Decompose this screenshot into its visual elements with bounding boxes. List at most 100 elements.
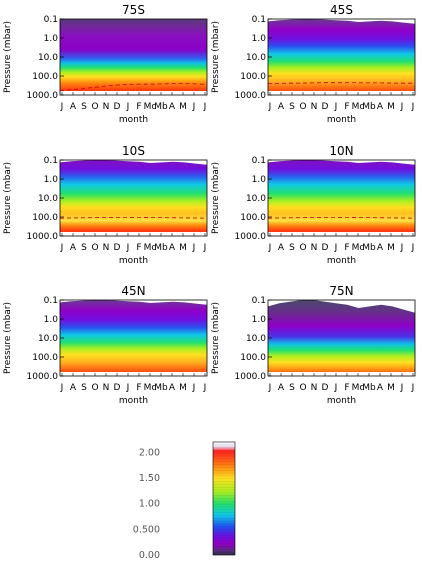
- colorbar-label: 0.00: [139, 550, 160, 561]
- tropopause-line: [267, 82, 415, 84]
- contour-field: [268, 160, 415, 236]
- panel-title: 75S: [122, 3, 145, 17]
- y-tick-label: 10.0: [38, 194, 58, 204]
- x-tick-label: J: [411, 383, 415, 393]
- x-tick-label: Mc: [144, 383, 157, 393]
- x-tick-label: S: [289, 243, 295, 253]
- x-tick-label: A: [377, 102, 384, 112]
- surface-mask: [268, 91, 415, 95]
- y-tick-label: 100.0: [240, 213, 266, 223]
- panel-10s: 10S 0.1 1.0 10.0 100.0 1000.0 Pressure (mbar) J…: [3, 144, 208, 266]
- x-tick-label: A: [278, 243, 285, 253]
- x-tick-label: A: [70, 243, 77, 253]
- x-tick-label: A: [70, 383, 77, 393]
- panel-75s: 75S 0.1 1.0 10.0 100.0 1000.0 Pressure (mbar) J…: [3, 3, 208, 125]
- x-tick-label: D: [114, 383, 121, 393]
- x-tick-label: A: [70, 102, 77, 112]
- x-tick-label: F: [136, 383, 141, 393]
- x-tick-label: J: [334, 243, 338, 253]
- contour-field: [268, 19, 415, 95]
- tropopause-line: [59, 217, 208, 219]
- y-tick-label: 0.1: [44, 296, 58, 306]
- x-tick-label: S: [289, 383, 295, 393]
- y-tick-label: 1000.0: [27, 91, 59, 101]
- x-tick-label: N: [311, 102, 318, 112]
- x-tick-label: J: [126, 102, 130, 112]
- x-tick-label: J: [268, 243, 272, 253]
- x-tick-label: O: [299, 243, 306, 253]
- panel-45s: 45S 0.1 1.0 10.0 100.0 1000.0 Pressure (mbar) J…: [211, 3, 416, 125]
- contour-field: [268, 300, 415, 376]
- y-tick-label: 1.0: [44, 315, 59, 325]
- x-tick-label: J: [192, 243, 196, 253]
- x-tick-label: Mb: [362, 102, 376, 112]
- x-tick-label: Mb: [154, 243, 168, 253]
- colorbar: 2.00 1.50 1.00 0.500 0.00: [133, 441, 236, 561]
- contour-field: [60, 160, 207, 236]
- y-tick-label: 0.1: [252, 15, 266, 25]
- x-tick-label: A: [377, 383, 384, 393]
- x-tick-label: A: [377, 243, 384, 253]
- x-tick-label: Mc: [352, 243, 365, 253]
- y-tick-label: 1000.0: [27, 232, 59, 242]
- x-tick-label: D: [114, 102, 121, 112]
- surface-mask: [60, 372, 207, 376]
- x-axis-label: month: [327, 396, 356, 406]
- x-tick-label: Mc: [144, 102, 157, 112]
- x-tick-label: F: [344, 383, 349, 393]
- x-tick-label: A: [169, 102, 176, 112]
- x-tick-label: J: [60, 243, 64, 253]
- panel-title: 10S: [122, 144, 145, 158]
- panel-title: 45N: [121, 284, 145, 298]
- x-tick-label: F: [344, 243, 349, 253]
- y-axis-label: Pressure (mbar): [3, 302, 13, 374]
- x-tick-label: J: [60, 102, 64, 112]
- surface-mask: [60, 232, 207, 236]
- x-axis-label: month: [119, 115, 148, 125]
- colorbar-label: 1.00: [139, 499, 160, 510]
- surface-mask: [268, 372, 415, 376]
- x-tick-label: M: [179, 383, 187, 393]
- x-tick-label: Mc: [352, 102, 365, 112]
- x-tick-label: O: [91, 243, 98, 253]
- x-tick-label: D: [114, 243, 121, 253]
- x-tick-label: A: [278, 383, 285, 393]
- contour-field: [60, 300, 207, 376]
- x-tick-label: D: [322, 383, 329, 393]
- panel-10n: 10N 0.1 1.0 10.0 100.0 1000.0 Pressure (mbar) J…: [211, 144, 416, 266]
- x-tick-label: F: [136, 243, 141, 253]
- y-tick-label: 1000.0: [235, 372, 267, 382]
- y-tick-label: 10.0: [246, 334, 266, 344]
- y-tick-label: 0.1: [252, 296, 266, 306]
- x-tick-label: J: [192, 102, 196, 112]
- x-axis-label: month: [327, 115, 356, 125]
- x-axis-label: month: [119, 256, 148, 266]
- y-axis-label: Pressure (mbar): [211, 21, 221, 93]
- x-tick-label: S: [289, 102, 295, 112]
- x-tick-label: M: [179, 243, 187, 253]
- x-axis-label: month: [119, 396, 148, 406]
- surface-mask: [60, 91, 207, 95]
- x-tick-label: A: [169, 243, 176, 253]
- x-tick-label: O: [299, 102, 306, 112]
- x-tick-label: J: [60, 383, 64, 393]
- y-tick-label: 1000.0: [235, 232, 267, 242]
- y-tick-label: 10.0: [246, 194, 266, 204]
- x-tick-label: Mc: [144, 243, 157, 253]
- x-tick-label: M: [387, 243, 395, 253]
- y-axis-label: Pressure (mbar): [3, 162, 13, 234]
- x-tick-label: J: [203, 243, 207, 253]
- y-axis-label: Pressure (mbar): [211, 302, 221, 374]
- y-tick-label: 10.0: [246, 53, 266, 63]
- colorbar-label: 1.50: [139, 473, 160, 484]
- x-tick-label: J: [334, 383, 338, 393]
- x-tick-label: O: [91, 102, 98, 112]
- x-tick-label: N: [311, 383, 318, 393]
- x-tick-label: J: [268, 102, 272, 112]
- contour-field: [60, 19, 207, 95]
- x-tick-label: D: [322, 102, 329, 112]
- y-tick-label: 1.0: [252, 175, 267, 185]
- surface-mask: [268, 232, 415, 236]
- x-tick-label: J: [411, 243, 415, 253]
